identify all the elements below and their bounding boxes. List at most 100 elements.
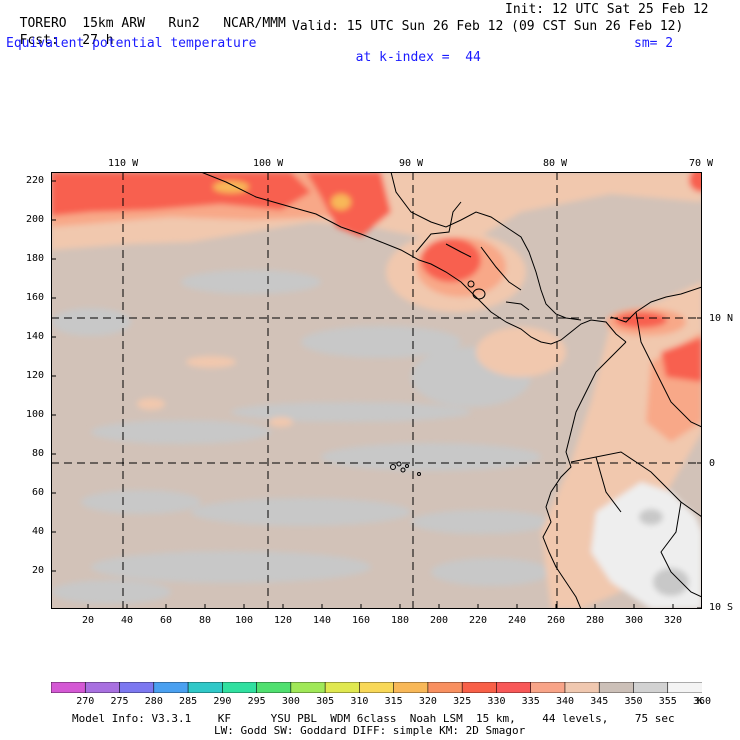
left-axis-label: 60 <box>32 487 45 498</box>
latlon-grid <box>51 172 702 609</box>
colorbar-label: 280 <box>144 696 163 707</box>
right-axis-label: 10 N <box>709 313 734 324</box>
colorbar-label: 315 <box>384 696 403 707</box>
colorbar-label: 295 <box>247 696 266 707</box>
colorbar-label: 340 <box>555 696 574 707</box>
valid-time: Valid: 15 UTC Sun 26 Feb 12 (09 CST Sun … <box>292 19 684 34</box>
colorbar-label: 355 <box>658 696 677 707</box>
left-axis-label: 120 <box>26 370 45 381</box>
colorbar-swatch <box>633 682 669 693</box>
bottom-axis-label: 20 <box>82 615 95 626</box>
fcst-value: 27 h <box>82 33 114 48</box>
model-resolution: 15km ARW <box>82 16 145 31</box>
colorbar-swatch <box>427 682 463 693</box>
right-axis-label: 10 S <box>709 602 734 613</box>
top-axis-label: 100 W <box>253 158 284 169</box>
colorbar-label: 325 <box>453 696 472 707</box>
bottom-axis-label: 280 <box>586 615 605 626</box>
colorbar-swatch <box>290 682 326 693</box>
map-frame <box>51 172 702 609</box>
orange-band-patches <box>213 181 351 210</box>
grey-andes-patches <box>639 509 689 596</box>
bottom-axis-label: 160 <box>352 615 371 626</box>
fcst-label: Fcst: <box>19 33 59 48</box>
colorbar-swatch <box>256 682 292 693</box>
smoothing: sm= 2 <box>634 36 674 51</box>
left-axis-label: 180 <box>26 253 45 264</box>
bottom-axis-label: 320 <box>664 615 683 626</box>
bottom-axis-label: 180 <box>391 615 410 626</box>
bottom-axis-label: 100 <box>235 615 254 626</box>
level-value: 44 <box>465 50 481 65</box>
forecast-hour: Fcst: 27 h <box>4 20 114 48</box>
colorbar-swatch <box>667 682 702 693</box>
bottom-axis-label: 300 <box>625 615 644 626</box>
colorbar-label: 270 <box>76 696 95 707</box>
bottom-axis-label: 120 <box>274 615 293 626</box>
bottom-axis-label: 200 <box>430 615 449 626</box>
top-axis-label: 110 W <box>108 158 139 169</box>
colorbar-label: 335 <box>521 696 540 707</box>
bottom-axis-label: 260 <box>547 615 566 626</box>
colorbar-swatch <box>359 682 395 693</box>
bottom-axis-label: 140 <box>313 615 332 626</box>
colorbar-label: 290 <box>213 696 232 707</box>
header-model: TORERO 15km ARW Run2 NCAR/MMM <box>4 3 286 31</box>
colorbar-swatch <box>530 682 566 693</box>
field-name: Equivalent potential temperature <box>6 36 257 51</box>
colorbar-swatch <box>461 682 498 693</box>
bottom-axis-label: 60 <box>160 615 173 626</box>
colorbar-swatch <box>496 682 532 693</box>
map-panel <box>51 172 702 609</box>
colorbar-label: 310 <box>350 696 369 707</box>
colorbar-swatch <box>393 682 429 693</box>
top-axis-label: 90 W <box>399 158 424 169</box>
colorbar-label: 360 <box>693 696 712 707</box>
colorbar-label: 305 <box>316 696 335 707</box>
colorbar-label: 350 <box>624 696 643 707</box>
colorbar-label: 285 <box>179 696 198 707</box>
level-label: at k-index = <box>355 50 450 65</box>
colorbar-label: 330 <box>487 696 506 707</box>
bottom-axis-label: 40 <box>121 615 134 626</box>
left-axis-label: 80 <box>32 448 45 459</box>
colorbar-swatch <box>119 682 155 693</box>
left-axis-label: 220 <box>26 175 45 186</box>
red-band-patches <box>51 172 702 382</box>
colorbar-swatch <box>153 682 189 693</box>
top-axis-label: 80 W <box>543 158 568 169</box>
init-time: Init: 12 UTC Sat 25 Feb 12 <box>505 2 709 17</box>
top-axis-label: 70 W <box>689 158 714 169</box>
footer-physics: LW: Godd SW: Goddard DIFF: simple KM: 2D… <box>214 724 526 737</box>
level-info: at k-index = 44 <box>340 37 481 65</box>
map-ticks <box>51 172 702 609</box>
colorbar-swatch <box>187 682 224 693</box>
left-axis-label: 140 <box>26 331 45 342</box>
colorbar <box>51 682 702 693</box>
run-label: Run2 <box>168 16 200 31</box>
right-axis-label: 0 <box>709 458 716 469</box>
colorbar-swatch <box>564 682 601 693</box>
bottom-axis-label: 80 <box>199 615 212 626</box>
colorbar-unit: K <box>697 696 704 707</box>
left-axis-label: 40 <box>32 526 45 537</box>
colorbar-label: 320 <box>418 696 437 707</box>
colorbar-swatch <box>51 682 87 693</box>
grey-band-patches <box>51 270 551 604</box>
bottom-axis-label: 240 <box>508 615 527 626</box>
colorbar-swatch <box>84 682 121 693</box>
bottom-axis-label: 220 <box>469 615 488 626</box>
left-axis-label: 20 <box>32 565 45 576</box>
colorbar-swatch <box>324 682 361 693</box>
org-label: NCAR/MMM <box>223 16 286 31</box>
colorbar-label: 345 <box>590 696 609 707</box>
left-axis-label: 200 <box>26 214 45 225</box>
footer-model-info: Model Info: V3.3.1 KF YSU PBL WDM 6class… <box>72 712 675 725</box>
colorbar-label: 300 <box>281 696 300 707</box>
colorbar-label: 275 <box>110 696 129 707</box>
coastlines <box>200 172 702 609</box>
model-name: TORERO <box>19 16 67 31</box>
left-axis-label: 160 <box>26 292 45 303</box>
left-axis-label: 100 <box>26 409 45 420</box>
theta-e-field <box>51 172 702 609</box>
